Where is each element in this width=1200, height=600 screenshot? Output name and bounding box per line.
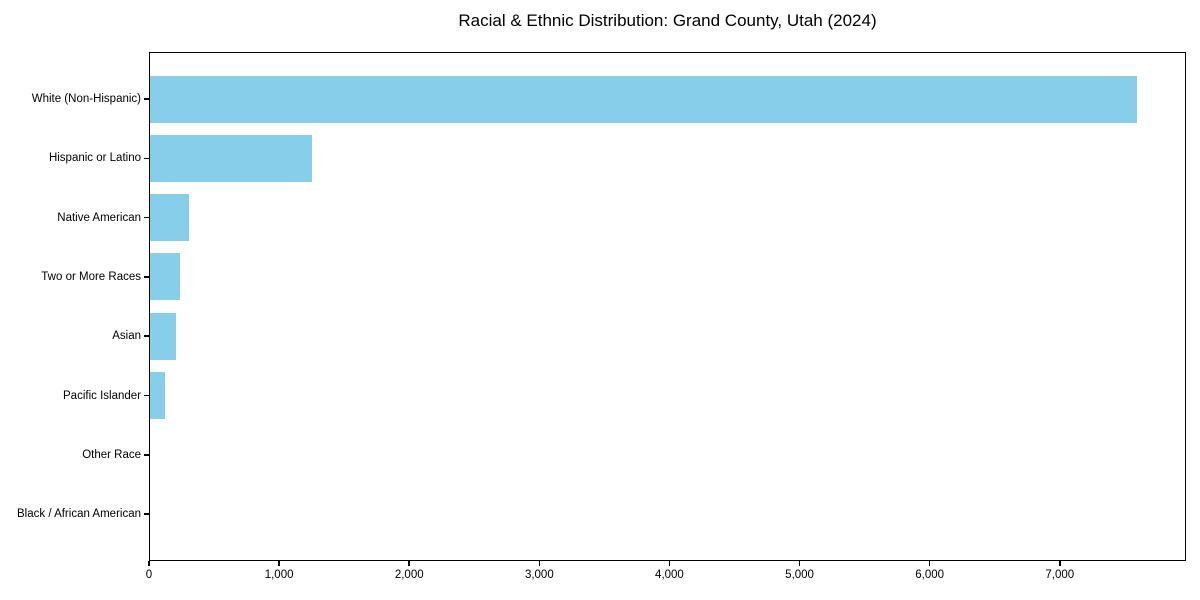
y-label-two-or-more-races: Two or More Races [41, 270, 141, 283]
x-tick-label-0: 0 [145, 569, 153, 581]
x-tick-label-6000: 6,000 [915, 569, 945, 581]
y-tick-pacific-islander [144, 394, 149, 397]
bar-black-african-american [149, 490, 150, 538]
x-tick-3000 [538, 561, 541, 566]
x-tick-0 [148, 561, 150, 566]
y-tick-hispanic-or-latino [144, 157, 149, 160]
y-label-native-american: Native American [57, 211, 141, 224]
bar-hispanic-or-latino [149, 134, 313, 182]
y-label-other-race: Other Race [82, 448, 141, 461]
y-label-asian: Asian [112, 330, 141, 343]
y-label-hispanic-or-latino: Hispanic or Latino [48, 152, 141, 165]
x-tick-6000 [928, 561, 931, 566]
y-label-black-african-american: Black / African American [17, 508, 141, 521]
y-tick-black-african-american [144, 513, 149, 515]
bar-asian [149, 312, 177, 360]
x-tick-4000 [668, 561, 671, 566]
x-tick-5000 [798, 561, 801, 566]
y-tick-other-race [144, 454, 149, 456]
y-tick-two-or-more-races [144, 276, 149, 278]
bar-white-non-hispanic [149, 75, 1137, 123]
x-tick-2000 [408, 561, 410, 566]
x-tick-label-5000: 5,000 [785, 569, 814, 581]
y-label-pacific-islander: Pacific Islander [63, 389, 141, 402]
chart-title: Racial & Ethnic Distribution: Grand Coun… [458, 11, 877, 30]
x-tick-7000 [1059, 561, 1061, 566]
x-tick-label-1000: 1,000 [264, 569, 294, 581]
x-tick-label-3000: 3,000 [524, 569, 554, 581]
bar-other-race [149, 431, 151, 479]
plot-area [149, 52, 1186, 561]
bar-two-or-more-races [149, 253, 181, 301]
bar-pacific-islander [149, 372, 166, 419]
y-tick-white-non-hispanic [144, 98, 149, 100]
y-label-white-non-hispanic: White (Non-Hispanic) [31, 93, 141, 105]
x-tick-label-2000: 2,000 [394, 569, 424, 581]
x-tick-label-7000: 7,000 [1045, 569, 1075, 581]
y-tick-native-american [144, 216, 149, 219]
x-tick-label-4000: 4,000 [655, 569, 684, 581]
y-tick-asian [144, 335, 149, 337]
bar-native-american [149, 194, 189, 242]
x-tick-1000 [278, 561, 280, 566]
